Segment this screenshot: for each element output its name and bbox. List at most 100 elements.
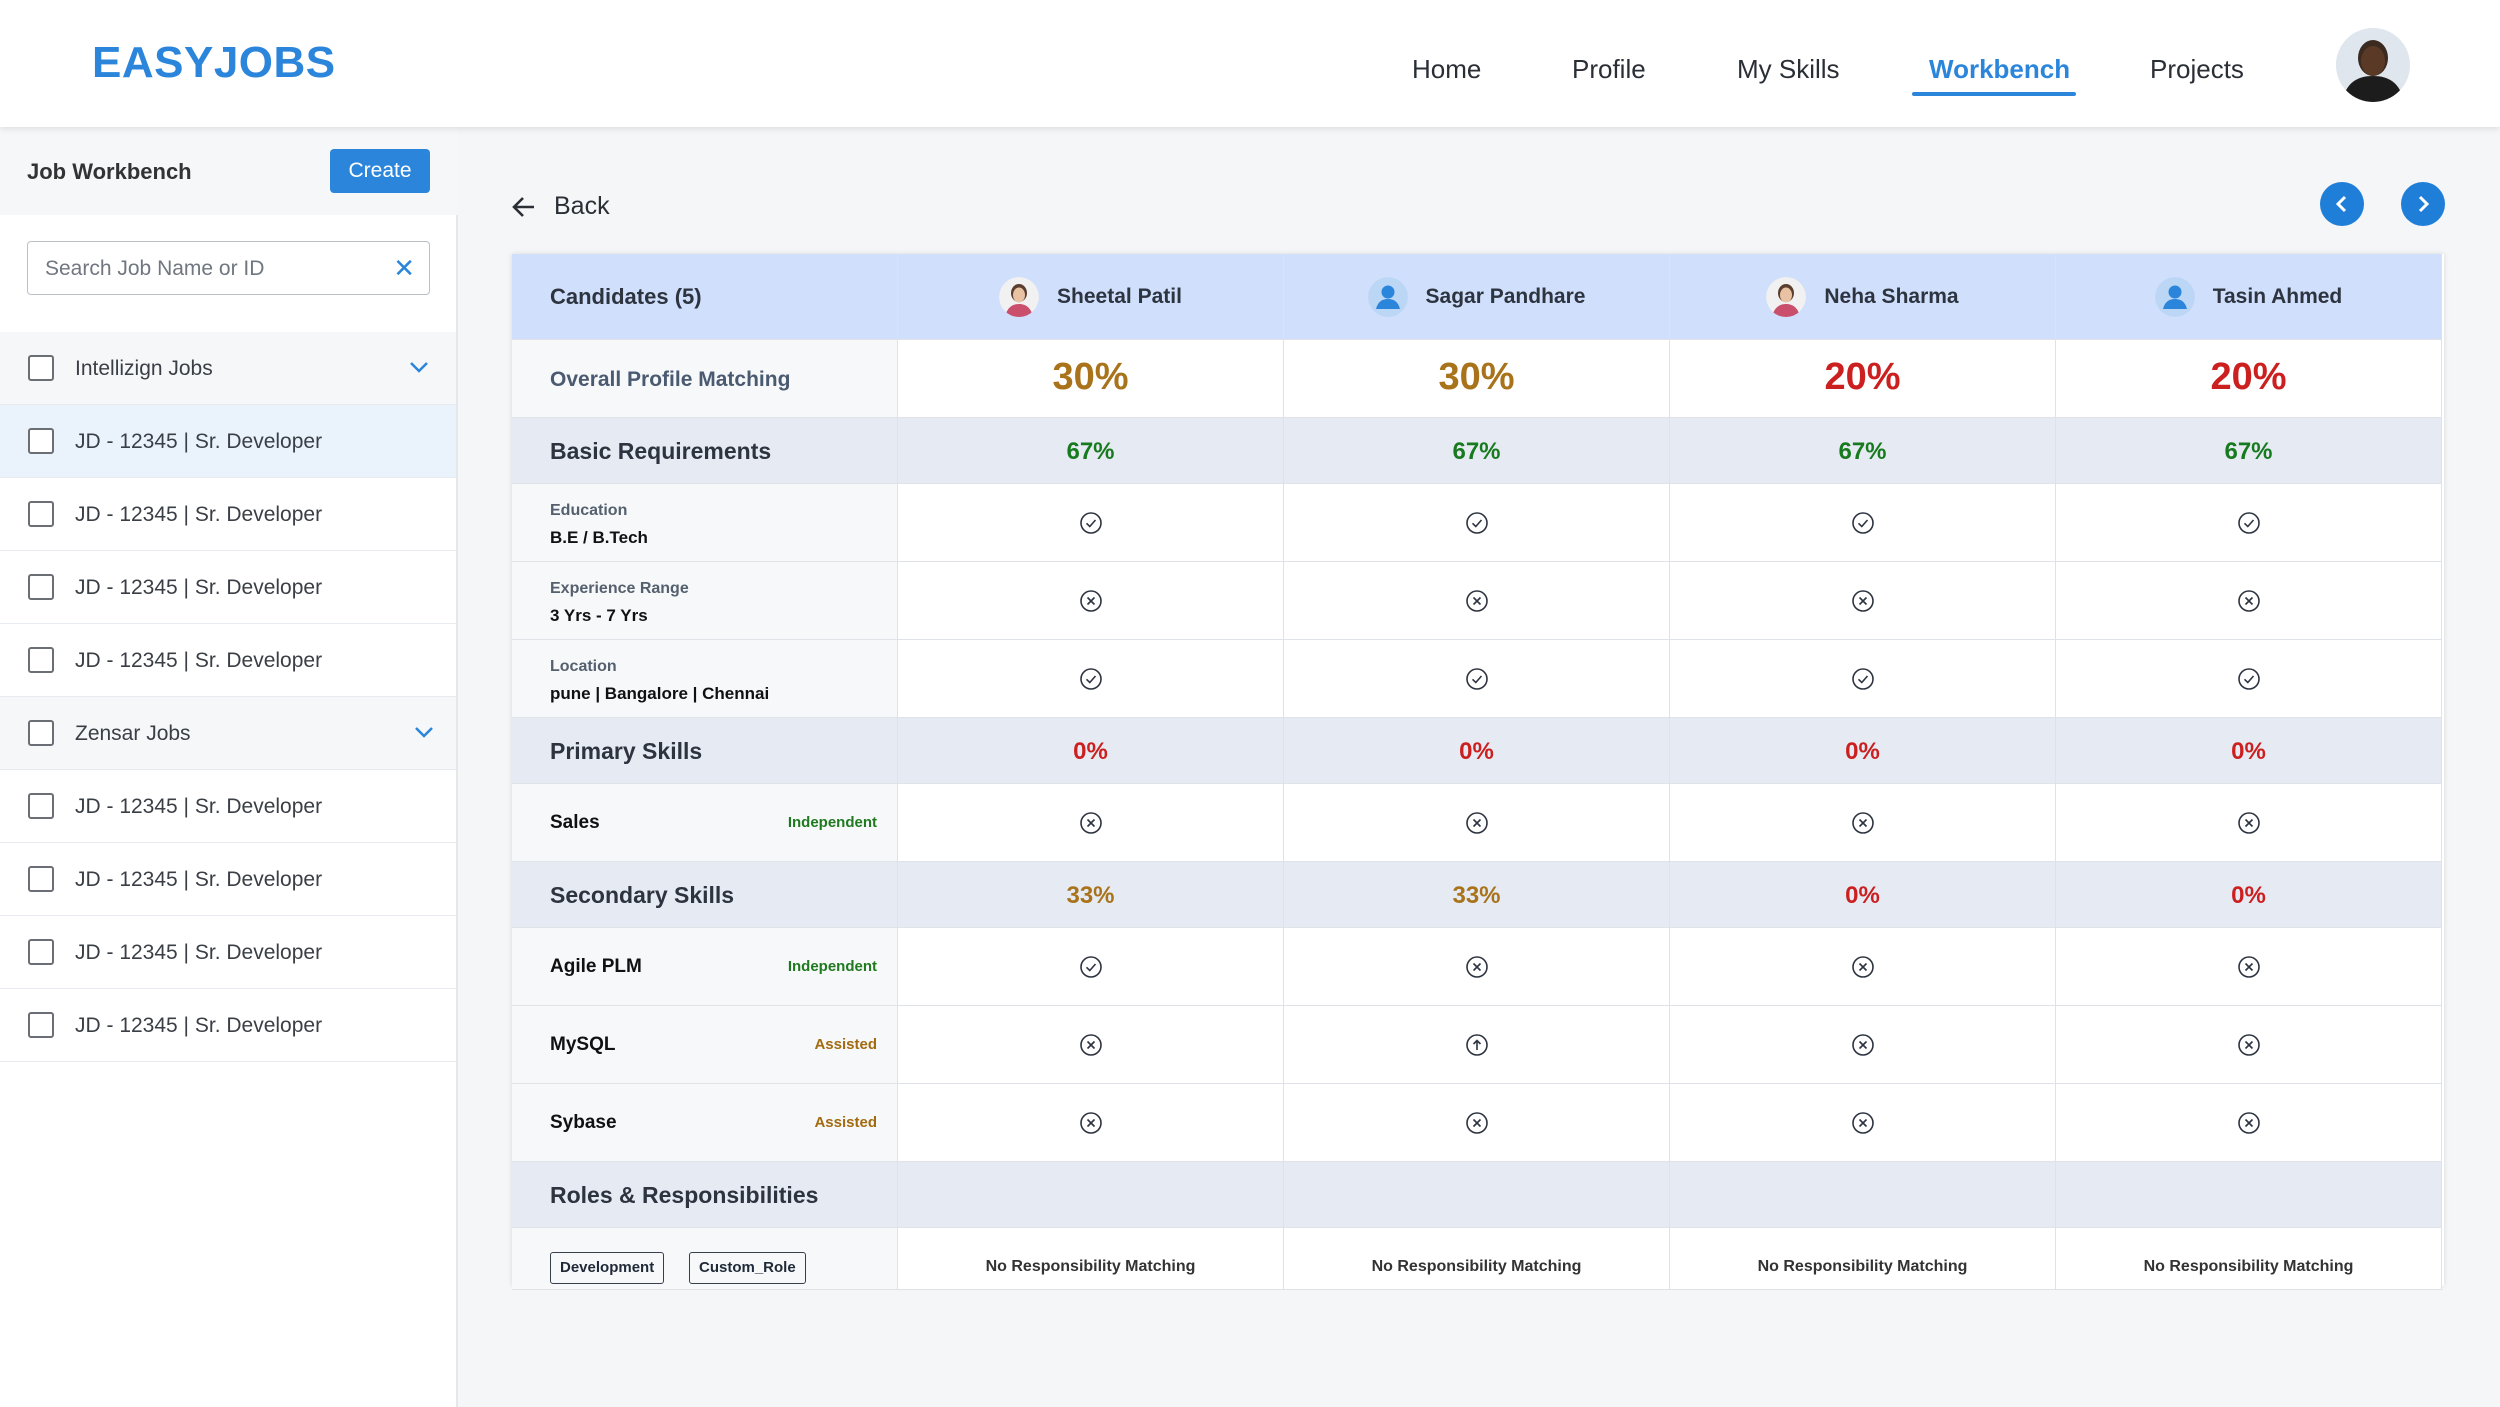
skill-name: MySQL bbox=[550, 1034, 616, 1055]
basic-section-label: Basic Requirements bbox=[550, 438, 772, 464]
candidate-cell bbox=[898, 784, 1284, 862]
comparison-grid: Candidates (5) Sheetal Patil Sagar Pandhar… bbox=[512, 254, 2444, 1290]
candidate-cell: 33% bbox=[1284, 862, 1670, 928]
job-search-input[interactable]: Search Job Name or ID ✕ bbox=[27, 241, 430, 295]
create-button[interactable]: Create bbox=[330, 149, 430, 193]
nav-my-skills[interactable]: My Skills bbox=[1737, 54, 1840, 84]
arrow-left-icon bbox=[512, 196, 534, 217]
job-list-item[interactable]: JD - 12345 | Sr. Developer bbox=[0, 551, 456, 624]
chevron-right-icon bbox=[2418, 195, 2430, 213]
cross-circle-icon bbox=[1851, 955, 1874, 978]
check-circle-icon bbox=[1079, 955, 1102, 978]
candidate-cell bbox=[1284, 1084, 1670, 1162]
chevron-down-icon[interactable] bbox=[408, 356, 430, 378]
candidate-cell bbox=[898, 484, 1284, 562]
candidate-cell: No Responsibility Matching bbox=[1670, 1228, 2056, 1290]
row-label-cell: Sales Independent bbox=[512, 784, 898, 862]
candidate-cell bbox=[1284, 484, 1670, 562]
candidate-cell bbox=[898, 1006, 1284, 1084]
candidate-cell bbox=[898, 640, 1284, 718]
cross-circle-icon bbox=[1465, 955, 1488, 978]
job-checkbox[interactable] bbox=[28, 647, 54, 673]
check-circle-icon bbox=[1851, 511, 1874, 534]
skill-name: Agile PLM bbox=[550, 956, 642, 977]
row-label-cell: Development Custom_Role bbox=[512, 1228, 898, 1290]
nav-projects[interactable]: Projects bbox=[2150, 54, 2244, 84]
job-list-item[interactable]: JD - 12345 | Sr. Developer bbox=[0, 405, 456, 478]
job-list-item[interactable]: JD - 12345 | Sr. Developer bbox=[0, 624, 456, 697]
row-label-cell: Primary Skills bbox=[512, 718, 898, 784]
chevron-down-icon[interactable] bbox=[413, 721, 435, 743]
role-chip[interactable]: Development bbox=[550, 1252, 665, 1284]
job-label: JD - 12345 | Sr. Developer bbox=[75, 649, 323, 672]
cross-circle-icon bbox=[1851, 1111, 1874, 1134]
user-avatar[interactable] bbox=[2336, 28, 2410, 102]
group-checkbox[interactable] bbox=[28, 355, 54, 381]
candidate-cell: 30% bbox=[1284, 340, 1670, 418]
roles-section-label: Roles & Responsibilities bbox=[550, 1182, 819, 1208]
job-checkbox[interactable] bbox=[28, 939, 54, 965]
candidate-header[interactable]: Sheetal Patil bbox=[898, 254, 1283, 339]
cross-circle-icon bbox=[1079, 1033, 1102, 1056]
search-placeholder: Search Job Name or ID bbox=[45, 257, 265, 280]
cross-circle-icon bbox=[1079, 811, 1102, 834]
skill-level-tag: Independent bbox=[787, 958, 877, 975]
candidate-cell: Sheetal Patil bbox=[898, 254, 1284, 340]
row-label-cell: Basic Requirements bbox=[512, 418, 898, 484]
candidate-header[interactable]: Neha Sharma bbox=[1670, 254, 2055, 339]
secondary-match-percent: 33% bbox=[1066, 882, 1115, 909]
row-label-cell: Education B.E / B.Tech bbox=[512, 484, 898, 562]
candidate-header[interactable]: Tasin Ahmed bbox=[2056, 254, 2441, 339]
job-checkbox[interactable] bbox=[28, 501, 54, 527]
candidate-cell bbox=[1284, 1162, 1670, 1228]
next-button[interactable] bbox=[2401, 182, 2445, 226]
clear-search-icon[interactable]: ✕ bbox=[393, 253, 415, 283]
nav-workbench[interactable]: Workbench bbox=[1929, 54, 2071, 84]
cross-circle-icon bbox=[1465, 1111, 1488, 1134]
user-placeholder-icon bbox=[2154, 276, 2195, 317]
top-header: EASYJOBS Home Profile My Skills Workbenc… bbox=[0, 0, 2500, 127]
back-label: Back bbox=[554, 192, 610, 220]
job-list-item[interactable]: JD - 12345 | Sr. Developer bbox=[0, 478, 456, 551]
candidate-cell bbox=[2056, 1006, 2442, 1084]
check-circle-icon bbox=[2237, 667, 2260, 690]
candidate-cell bbox=[1670, 562, 2056, 640]
candidate-cell: 0% bbox=[2056, 718, 2442, 784]
job-label: JD - 12345 | Sr. Developer bbox=[75, 868, 323, 891]
job-checkbox[interactable] bbox=[28, 428, 54, 454]
job-sidebar: Job Workbench Create Search Job Name or … bbox=[0, 127, 458, 1407]
candidate-cell bbox=[1670, 484, 2056, 562]
check-circle-icon bbox=[1079, 511, 1102, 534]
nav-home[interactable]: Home bbox=[1412, 54, 1482, 84]
row-label-cell: Agile PLM Independent bbox=[512, 928, 898, 1006]
nav-active-indicator bbox=[1912, 92, 2076, 96]
back-button[interactable]: Back bbox=[510, 192, 610, 221]
group-checkbox[interactable] bbox=[28, 720, 54, 746]
job-checkbox[interactable] bbox=[28, 793, 54, 819]
job-checkbox[interactable] bbox=[28, 866, 54, 892]
job-list-item[interactable]: JD - 12345 | Sr. Developer bbox=[0, 770, 456, 843]
job-list-item[interactable]: JD - 12345 | Sr. Developer bbox=[0, 989, 456, 1062]
job-checkbox[interactable] bbox=[28, 1012, 54, 1038]
prev-button[interactable] bbox=[2320, 182, 2364, 226]
candidate-cell: 33% bbox=[898, 862, 1284, 928]
overall-match-percent: 20% bbox=[2210, 356, 2287, 398]
job-list-item[interactable]: JD - 12345 | Sr. Developer bbox=[0, 916, 456, 989]
candidate-cell bbox=[1284, 640, 1670, 718]
nav-profile[interactable]: Profile bbox=[1572, 54, 1646, 84]
job-list-item[interactable]: JD - 12345 | Sr. Developer bbox=[0, 843, 456, 916]
candidate-cell: 67% bbox=[1284, 418, 1670, 484]
candidate-cell bbox=[1284, 928, 1670, 1006]
candidate-cell bbox=[1670, 1084, 2056, 1162]
job-group-zensar[interactable]: Zensar Jobs bbox=[0, 697, 456, 770]
skill-name: Sybase bbox=[550, 1112, 617, 1133]
job-checkbox[interactable] bbox=[28, 574, 54, 600]
candidate-cell: 20% bbox=[2056, 340, 2442, 418]
candidate-header[interactable]: Sagar Pandhare bbox=[1284, 254, 1669, 339]
overall-match-percent: 30% bbox=[1052, 356, 1129, 398]
role-chip[interactable]: Custom_Role bbox=[689, 1252, 806, 1284]
candidate-cell bbox=[1284, 784, 1670, 862]
job-group-intellizign[interactable]: Intellizign Jobs bbox=[0, 332, 456, 405]
app-logo[interactable]: EASYJOBS bbox=[92, 38, 336, 87]
cross-circle-icon bbox=[1465, 811, 1488, 834]
